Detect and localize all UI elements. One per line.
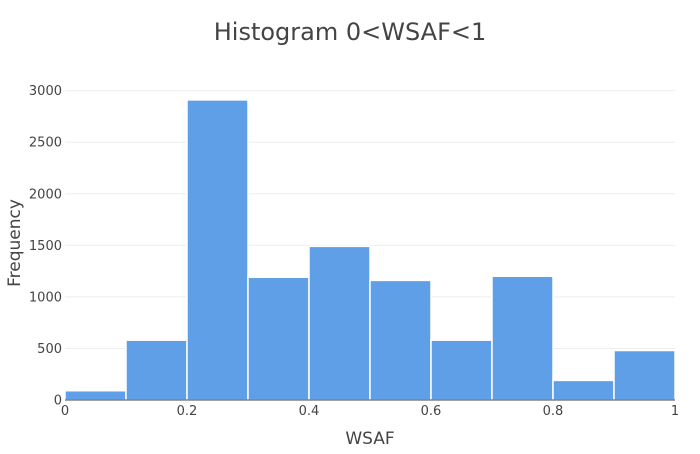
histogram-bar <box>125 339 188 401</box>
x-tick-label: 0.2 <box>177 404 198 419</box>
histogram-bar <box>308 245 371 401</box>
histogram-bar <box>491 275 554 401</box>
gridlines <box>65 90 675 349</box>
x-tick-label: 0.8 <box>543 404 564 419</box>
x-tick-label: 1 <box>671 404 679 419</box>
x-axis-title: WSAF <box>345 429 394 449</box>
axes: 0 500 1000 1500 2000 2500 3000 0 0.2 0.4 0.6 0.8 1 <box>29 84 679 419</box>
histogram-bar <box>64 389 127 401</box>
histogram-bar <box>186 99 249 401</box>
histogram-bar <box>552 379 615 401</box>
y-tick-label: 500 <box>37 342 62 357</box>
y-tick-label: 0 <box>54 394 62 409</box>
y-tick-label: 2500 <box>29 136 62 151</box>
histogram-bar <box>613 349 676 401</box>
x-tick-label: 0.4 <box>299 404 320 419</box>
histogram-bar <box>247 276 310 401</box>
x-tick-label: 0.6 <box>421 404 442 419</box>
y-tick-label: 3000 <box>29 84 62 99</box>
chart-title: Histogram 0<WSAF<1 <box>214 18 487 46</box>
y-axis-title: Frequency <box>5 199 25 287</box>
histogram-bar <box>430 339 493 401</box>
y-tick-label: 1000 <box>29 290 62 305</box>
bars <box>64 99 676 401</box>
x-tick-label: 0 <box>61 404 69 419</box>
y-tick-label: 1500 <box>29 239 62 254</box>
histogram-bar <box>369 279 432 401</box>
y-tick-label: 2000 <box>29 187 62 202</box>
